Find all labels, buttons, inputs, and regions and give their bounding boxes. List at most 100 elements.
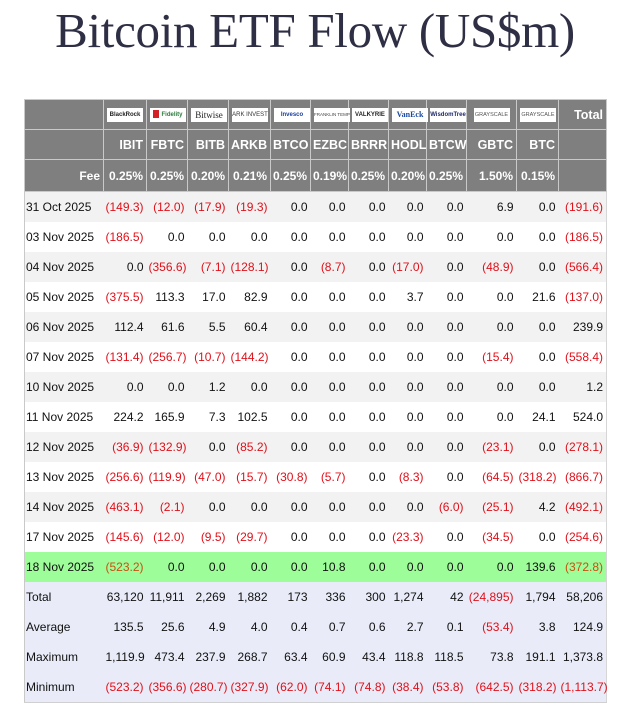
- flow-cell-btcw: 0.0: [426, 342, 467, 372]
- summary-total: (1,113.7): [558, 672, 608, 703]
- summary-cell-btco: 173: [270, 582, 311, 612]
- ticker-header[interactable]: GBTC: [466, 129, 517, 160]
- fee-value: 0.25%: [103, 159, 147, 192]
- flow-cell-ibit: (375.5): [103, 282, 147, 312]
- flow-cell-btc: 139.6: [516, 552, 559, 582]
- row-date: 13 Nov 2025: [24, 462, 104, 492]
- flow-cell-btc: 24.1: [516, 402, 559, 432]
- ticker-header[interactable]: BITB: [187, 129, 229, 160]
- ark-logo-icon: ARK INVEST: [232, 107, 268, 122]
- flow-cell-fbtc: (256.7): [146, 342, 188, 372]
- row-date: 05 Nov 2025: [24, 282, 104, 312]
- flow-cell-brrr: 0.0: [348, 492, 389, 522]
- summary-cell-bitb: 237.9: [187, 642, 229, 672]
- flow-cell-btc: 0.0: [516, 432, 559, 462]
- fee-value: 0.25%: [146, 159, 188, 192]
- fee-value: 0.20%: [388, 159, 427, 192]
- flow-cell-ezbc: 0.0: [310, 342, 349, 372]
- flow-cell-arkb: 82.9: [228, 282, 271, 312]
- summary-cell-brrr: 300: [348, 582, 389, 612]
- issuer-logo-cell: Invesco: [270, 99, 311, 130]
- ticker-header[interactable]: IBIT: [103, 129, 147, 160]
- flow-cell-btcw: 0.0: [426, 252, 467, 282]
- flow-cell-hodl: 0.0: [388, 191, 427, 222]
- row-total: 524.0: [558, 402, 607, 432]
- ticker-header[interactable]: ARKB: [228, 129, 271, 160]
- flow-cell-fbtc: 0.0: [146, 222, 188, 252]
- flow-cell-ibit: (463.1): [103, 492, 147, 522]
- table-row: 31 Oct 2025 (149.3) (12.0) (17.9) (19.3) 0.0 0…: [24, 191, 607, 222]
- summary-cell-ibit: 135.5: [103, 612, 147, 642]
- fidelity-logo-icon: Fidelity: [150, 107, 186, 122]
- flow-cell-btc: (318.2): [516, 462, 559, 492]
- flow-cell-ezbc: 0.0: [310, 312, 349, 342]
- ticker-header[interactable]: BTC: [516, 129, 559, 160]
- summary-cell-bitb: 4.9: [187, 612, 229, 642]
- flow-cell-ezbc: 0.0: [310, 402, 349, 432]
- flow-cell-hodl: 0.0: [388, 492, 427, 522]
- flow-cell-ezbc: 0.0: [310, 522, 349, 552]
- flow-cell-bitb: (10.7): [187, 342, 229, 372]
- summary-row-minimum: Minimum (523.2) (356.6) (280.7) (327.9) (62.0…: [24, 672, 608, 703]
- flow-cell-ezbc: 10.8: [310, 552, 349, 582]
- issuer-logo-cell: GRAYSCALE: [466, 99, 517, 130]
- issuer-logo-cell: ARK INVEST: [228, 99, 271, 130]
- table-row: 14 Nov 2025 (463.1) (2.1) 0.0 0.0 0.0 0.0 0.0 0.…: [24, 492, 607, 522]
- flow-cell-fbtc: 0.0: [146, 372, 188, 402]
- ticker-header[interactable]: BTCO: [270, 129, 311, 160]
- row-date: 11 Nov 2025: [24, 402, 104, 432]
- flow-cell-gbtc: 0.0: [466, 222, 517, 252]
- page-title: Bitcoin ETF Flow (US$m): [55, 3, 575, 58]
- ticker-header[interactable]: EZBC: [310, 129, 349, 160]
- summary-cell-hodl: 118.8: [388, 642, 427, 672]
- summary-cell-btc: 191.1: [516, 642, 559, 672]
- flow-cell-gbtc: 0.0: [466, 282, 517, 312]
- flow-cell-btcw: 0.0: [426, 312, 467, 342]
- flow-cell-bitb: 17.0: [187, 282, 229, 312]
- summary-cell-gbtc: (642.5): [466, 672, 517, 703]
- row-total: (137.0): [558, 282, 607, 312]
- issuer-logo-row: BlackRock Fidelity Bitwise ARK INVEST Invesc…: [24, 99, 607, 130]
- table-row: 07 Nov 2025 (131.4) (256.7) (10.7) (144.2) 0.…: [24, 342, 607, 372]
- flow-cell-gbtc: 0.0: [466, 312, 517, 342]
- ticker-header[interactable]: FBTC: [146, 129, 188, 160]
- flow-cell-btc: 0.0: [516, 222, 559, 252]
- flow-cell-arkb: (144.2): [228, 342, 271, 372]
- flow-cell-brrr: 0.0: [348, 222, 389, 252]
- ticker-row-total-blank: [558, 129, 607, 160]
- fee-value: 0.20%: [187, 159, 229, 192]
- row-date: 12 Nov 2025: [24, 432, 104, 462]
- flow-cell-fbtc: 0.0: [146, 552, 188, 582]
- flow-cell-bitb: (17.9): [187, 191, 229, 222]
- summary-total: 124.9: [558, 612, 607, 642]
- flow-cell-btco: 0.0: [270, 522, 311, 552]
- summary-total: 58,206: [558, 582, 607, 612]
- ticker-header[interactable]: BRRR: [348, 129, 389, 160]
- issuer-logo-cell: Fidelity: [146, 99, 188, 130]
- flow-cell-btcw: 0.0: [426, 552, 467, 582]
- flow-cell-hodl: 0.0: [388, 342, 427, 372]
- row-total: (566.4): [558, 252, 607, 282]
- flow-cell-btco: 0.0: [270, 552, 311, 582]
- summary-label: Maximum: [24, 642, 104, 672]
- flow-cell-bitb: 1.2: [187, 372, 229, 402]
- flow-cell-btc: 0.0: [516, 252, 559, 282]
- flow-cell-bitb: 0.0: [187, 552, 229, 582]
- flow-cell-gbtc: 0.0: [466, 372, 517, 402]
- flow-cell-btco: 0.0: [270, 312, 311, 342]
- flow-cell-btc: 0.0: [516, 522, 559, 552]
- flow-cell-ibit: 224.2: [103, 402, 147, 432]
- summary-row-average: Average 135.5 25.6 4.9 4.0 0.4 0.7 0.6 2.7 0.1 (53…: [24, 612, 607, 642]
- flow-cell-fbtc: (132.9): [146, 432, 188, 462]
- flow-cell-bitb: (7.1): [187, 252, 229, 282]
- flow-cell-brrr: 0.0: [348, 252, 389, 282]
- flow-cell-btc: 0.0: [516, 312, 559, 342]
- ticker-header[interactable]: HODL: [388, 129, 427, 160]
- summary-cell-btcw: 0.1: [426, 612, 467, 642]
- ticker-header[interactable]: BTCW: [426, 129, 467, 160]
- row-total: 1.2: [558, 372, 607, 402]
- total-column-header[interactable]: Total: [558, 99, 607, 130]
- flow-cell-ezbc: 0.0: [310, 191, 349, 222]
- row-total: (278.1): [558, 432, 607, 462]
- flow-cell-ezbc: 0.0: [310, 282, 349, 312]
